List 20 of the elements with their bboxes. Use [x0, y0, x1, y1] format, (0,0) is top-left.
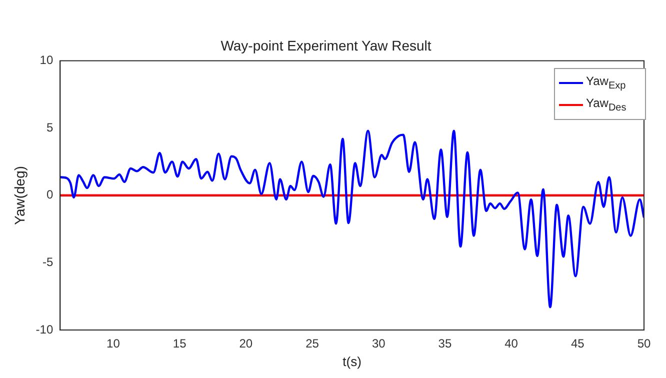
x-tick-label: 15	[172, 336, 187, 351]
legend-label: Yaw$_{Exp}$	[586, 74, 626, 92]
line-series	[60, 130, 644, 308]
x-tick-label: 50	[637, 336, 651, 351]
y-tick-label: -10	[36, 322, 54, 336]
y-tick-label: 10	[40, 53, 54, 68]
x-tick-label: 10	[106, 336, 120, 351]
y-tick-label: 5	[46, 120, 54, 134]
y-tick-label: 0	[46, 188, 54, 202]
x-tick-label: 20	[239, 336, 253, 351]
chart-title: Way-point Experiment Yaw Result	[220, 37, 432, 54]
x-tick-label: 25	[306, 336, 320, 351]
x-tick-label: 30	[372, 336, 386, 351]
y-tick-label: -5	[42, 255, 54, 270]
x-axis-title: t(s)	[342, 354, 362, 369]
x-tick-label: 40	[504, 336, 518, 351]
x-tick-label: 45	[570, 336, 585, 351]
y-axis-title: Yaw(deg)	[11, 166, 28, 225]
legend-label: Yaw$_{Des}$	[586, 96, 626, 114]
x-tick-label: 35	[438, 336, 452, 351]
